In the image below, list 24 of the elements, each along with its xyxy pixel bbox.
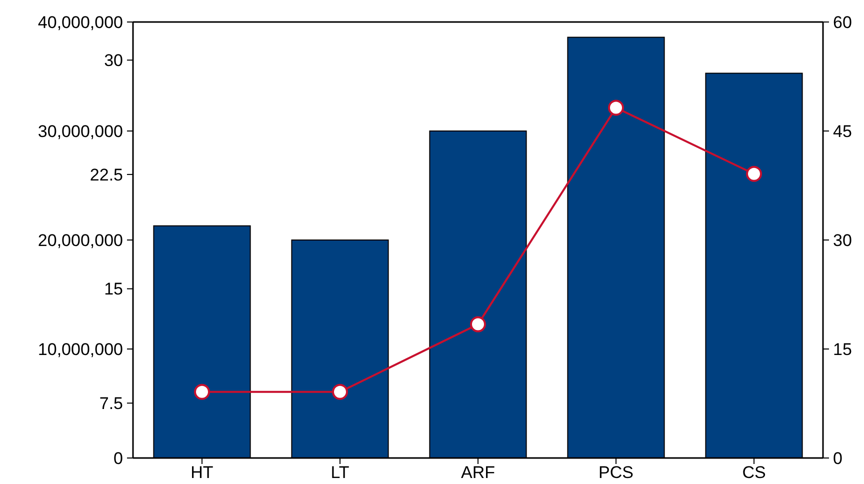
- x-tick-label: CS: [742, 463, 766, 482]
- x-tick-label: HT: [190, 463, 214, 482]
- y2-tick-label: 15: [833, 340, 852, 359]
- y-tick-label: 30,000,000: [38, 122, 123, 141]
- y-tick-label: 20,000,000: [38, 230, 123, 250]
- y-tick-label: 10,000,000: [38, 340, 123, 359]
- y3-tick-label: 15: [104, 280, 123, 299]
- y2-tick-label: 30: [833, 230, 852, 250]
- y2-tick-label: 45: [833, 122, 852, 141]
- point: [470, 316, 486, 332]
- point: [332, 384, 348, 400]
- y2-tick-label: 60: [833, 12, 852, 32]
- y2-tick-label: 0: [833, 448, 842, 468]
- y3-tick-label: 22.5: [90, 165, 123, 184]
- x-tick-label: ARF: [461, 463, 495, 482]
- x-tick-label: PCS: [598, 463, 634, 482]
- y-tick-label: 0: [114, 448, 123, 468]
- x-tick-label: LT: [330, 463, 350, 482]
- y-tick-label: 40,000,000: [38, 12, 123, 32]
- y3-tick-label: 7.5: [99, 394, 123, 414]
- point: [746, 166, 762, 182]
- point: [608, 100, 624, 116]
- point: [194, 384, 210, 400]
- y3-tick-label: 30: [104, 51, 123, 70]
